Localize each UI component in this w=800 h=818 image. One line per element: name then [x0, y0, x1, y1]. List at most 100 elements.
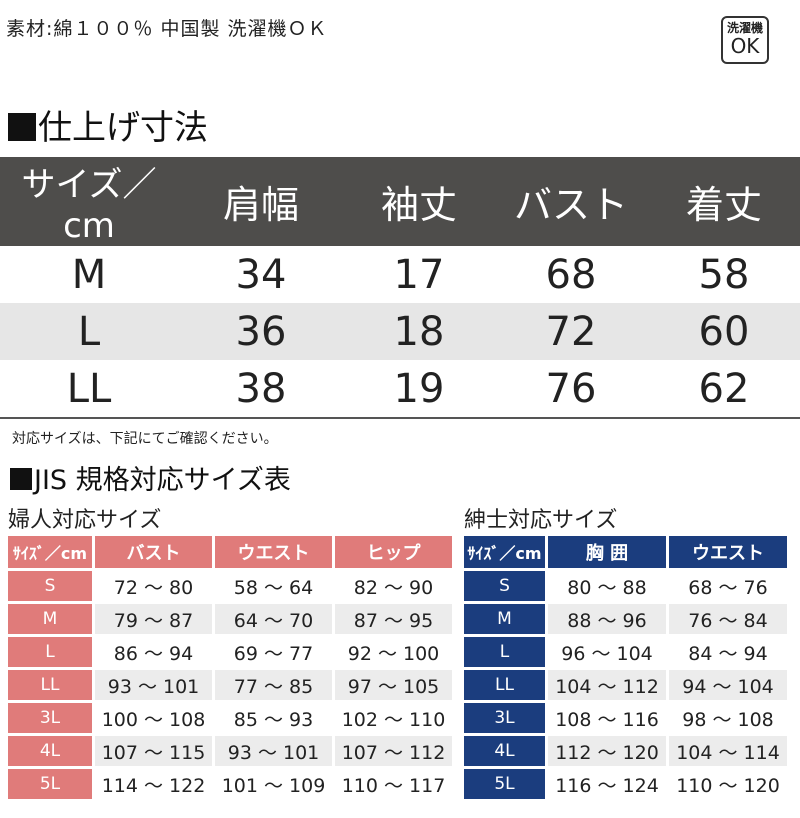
- value-cell: 77 ～ 85: [215, 670, 332, 700]
- value-cell: 68 ～ 76: [688, 576, 768, 599]
- value-cell: 100 ～ 108: [101, 708, 206, 731]
- value-cell: 79 ～ 87: [95, 604, 212, 634]
- table-row: 3L 108 ～ 116 98 ～ 108: [464, 703, 787, 733]
- size-cell: L: [0, 303, 178, 360]
- size-cell: S: [8, 571, 92, 601]
- value-cell: 97 ～ 105: [335, 670, 452, 700]
- size-cell: LL: [0, 360, 178, 419]
- header-length: 着丈: [648, 157, 800, 246]
- value-cell: 34: [235, 251, 287, 298]
- value-cell: 88 ～ 96: [548, 604, 666, 634]
- value-cell: 36: [178, 303, 344, 360]
- value-cell: 17: [393, 251, 445, 298]
- value-cell: 69 ～ 77: [233, 642, 314, 665]
- women-size-table: ｻｲｽﾞ／cm バスト ウエスト ヒップ S 72 ～ 80 58 ～ 64 82 ～…: [5, 533, 455, 802]
- value-cell: 94 ～ 104: [669, 670, 787, 700]
- size-cell: 3L: [464, 703, 545, 733]
- finished-size-header-row: サイズ／cm 肩幅 袖丈 バスト 着丈: [0, 157, 800, 246]
- value-cell: 62: [648, 360, 800, 419]
- table-row: M 88 ～ 96 76 ～ 84: [464, 604, 787, 634]
- value-cell: 64 ～ 70: [215, 604, 332, 634]
- women-size-title: 婦人対応サイズ: [8, 508, 162, 533]
- table-row: LL 38 19 76 62: [0, 360, 800, 419]
- value-cell: 84 ～ 94: [688, 642, 768, 665]
- table-row: 5L 114 ～ 122 101 ～ 109 110 ～ 117: [8, 769, 452, 799]
- value-cell: 107 ～ 112: [335, 736, 452, 766]
- value-cell: 93 ～ 101: [95, 670, 212, 700]
- value-cell: 98 ～ 108: [682, 708, 774, 731]
- value-cell: 38: [178, 360, 344, 419]
- header-size: ｻｲｽﾞ／cm: [8, 536, 92, 568]
- size-cell: 4L: [464, 736, 545, 766]
- table-row: M 34 17 68 58: [0, 246, 800, 303]
- finished-size-title: 仕上げ寸法: [8, 100, 208, 149]
- header-bust: バスト: [95, 536, 212, 568]
- value-cell: 104 ～ 112: [548, 670, 666, 700]
- header-chest: 胸 囲: [548, 536, 666, 568]
- value-cell: 108 ～ 116: [555, 708, 659, 731]
- value-cell: 96 ～ 104: [561, 642, 653, 665]
- table-row: LL 104 ～ 112 94 ～ 104: [464, 670, 787, 700]
- finished-size-title-text: 仕上げ寸法: [38, 108, 208, 148]
- size-note: 対応サイズは、下記にてご確認ください。: [12, 431, 278, 447]
- size-cell: M: [464, 604, 545, 634]
- value-cell: 72: [494, 303, 648, 360]
- size-cell: LL: [8, 670, 92, 700]
- size-cell: 3L: [8, 703, 92, 733]
- wash-badge-line1: 洗濯機: [726, 21, 763, 35]
- value-cell: 82 ～ 90: [353, 576, 434, 599]
- header-sleeve: 袖丈: [344, 157, 494, 246]
- header-hip: ヒップ: [335, 536, 452, 568]
- size-cell: L: [464, 637, 545, 667]
- header-waist: ウエスト: [215, 536, 332, 568]
- size-cell: LL: [464, 670, 545, 700]
- value-cell: 19: [344, 360, 494, 419]
- header-waist: ウエスト: [669, 536, 787, 568]
- material-info: 素材:綿１００％ 中国製 洗濯機ＯＫ: [6, 18, 328, 40]
- table-row: 5L 116 ～ 124 110 ～ 120: [464, 769, 787, 799]
- value-cell: 58: [698, 251, 750, 298]
- value-cell: 18: [344, 303, 494, 360]
- value-cell: 116 ～ 124: [555, 774, 659, 797]
- table-row: M 79 ～ 87 64 ～ 70 87 ～ 95: [8, 604, 452, 634]
- wash-badge-line2: OK: [730, 34, 760, 58]
- value-cell: 68: [545, 251, 597, 298]
- value-cell: 101 ～ 109: [221, 774, 326, 797]
- value-cell: 92 ～ 100: [347, 642, 440, 665]
- header-size: ｻｲｽﾞ／cm: [464, 536, 545, 568]
- size-cell: 4L: [8, 736, 92, 766]
- header-bust: バスト: [494, 157, 648, 246]
- size-cell: 5L: [464, 769, 545, 799]
- men-header-row: ｻｲｽﾞ／cm 胸 囲 ウエスト: [464, 536, 787, 568]
- finished-size-table: サイズ／cm 肩幅 袖丈 バスト 着丈 M 34 17 68 58 L 36 1…: [0, 157, 800, 419]
- washing-machine-ok-icon: 洗濯機 OK: [721, 16, 769, 64]
- jis-size-title-text: JIS 規格対応サイズ表: [34, 465, 291, 496]
- size-cell: M: [71, 251, 107, 298]
- table-row: 4L 112 ～ 120 104 ～ 114: [464, 736, 787, 766]
- value-cell: 114 ～ 122: [101, 774, 206, 797]
- size-cell: L: [8, 637, 92, 667]
- value-cell: 87 ～ 95: [335, 604, 452, 634]
- table-row: LL 93 ～ 101 77 ～ 85 97 ～ 105: [8, 670, 452, 700]
- value-cell: 86 ～ 94: [113, 642, 194, 665]
- table-row: L 96 ～ 104 84 ～ 94: [464, 637, 787, 667]
- value-cell: 110 ～ 120: [676, 774, 780, 797]
- value-cell: 80 ～ 88: [567, 576, 647, 599]
- women-header-row: ｻｲｽﾞ／cm バスト ウエスト ヒップ: [8, 536, 452, 568]
- size-cell: 5L: [8, 769, 92, 799]
- header-shoulder: 肩幅: [178, 157, 344, 246]
- value-cell: 104 ～ 114: [669, 736, 787, 766]
- table-row: S 80 ～ 88 68 ～ 76: [464, 571, 787, 601]
- value-cell: 60: [648, 303, 800, 360]
- value-cell: 58 ～ 64: [233, 576, 314, 599]
- value-cell: 76 ～ 84: [669, 604, 787, 634]
- value-cell: 112 ～ 120: [548, 736, 666, 766]
- table-row: L 36 18 72 60: [0, 303, 800, 360]
- header-size: サイズ／cm: [0, 157, 178, 246]
- table-row: L 86 ～ 94 69 ～ 77 92 ～ 100: [8, 637, 452, 667]
- value-cell: 102 ～ 110: [341, 708, 446, 731]
- table-row: S 72 ～ 80 58 ～ 64 82 ～ 90: [8, 571, 452, 601]
- value-cell: 107 ～ 115: [95, 736, 212, 766]
- value-cell: 85 ～ 93: [233, 708, 314, 731]
- size-cell: S: [464, 571, 545, 601]
